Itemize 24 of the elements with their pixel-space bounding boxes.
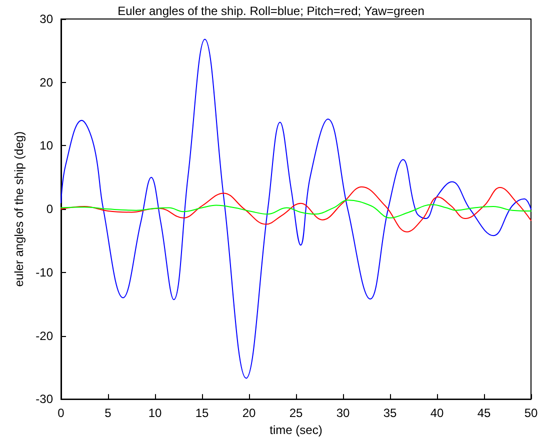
x-tick-label: 25 [289, 406, 303, 420]
y-axis-title: euler angles of the ship (deg) [12, 131, 26, 287]
x-axis-title: time (sec) [270, 423, 322, 437]
y-tick-label: 30 [40, 12, 54, 26]
x-tick-label: 10 [148, 406, 162, 420]
x-tick-label: 40 [430, 406, 444, 420]
x-tick-label: 50 [524, 406, 538, 420]
x-tick-label: 30 [336, 406, 350, 420]
y-tick-label: -10 [36, 265, 54, 280]
line-series [60, 186, 532, 232]
x-tick-label: 5 [104, 406, 112, 420]
chart-title: Euler angles of the ship. Roll=blue; Pitch=red; Yaw=green [118, 4, 424, 18]
y-tick-label: -20 [36, 328, 54, 343]
line-series [60, 38, 532, 379]
y-tick-label: -30 [36, 392, 54, 406]
y-tick-label: 10 [40, 138, 54, 153]
line-series [60, 200, 532, 218]
x-tick-label: 0 [58, 406, 65, 420]
x-tick-label: 20 [242, 406, 256, 420]
x-tick-label: 45 [477, 406, 491, 420]
y-tick-label: 0 [46, 202, 54, 216]
y-tick-label: 20 [40, 75, 54, 90]
x-tick-label: 15 [195, 406, 209, 420]
x-tick-label: 35 [383, 406, 397, 420]
